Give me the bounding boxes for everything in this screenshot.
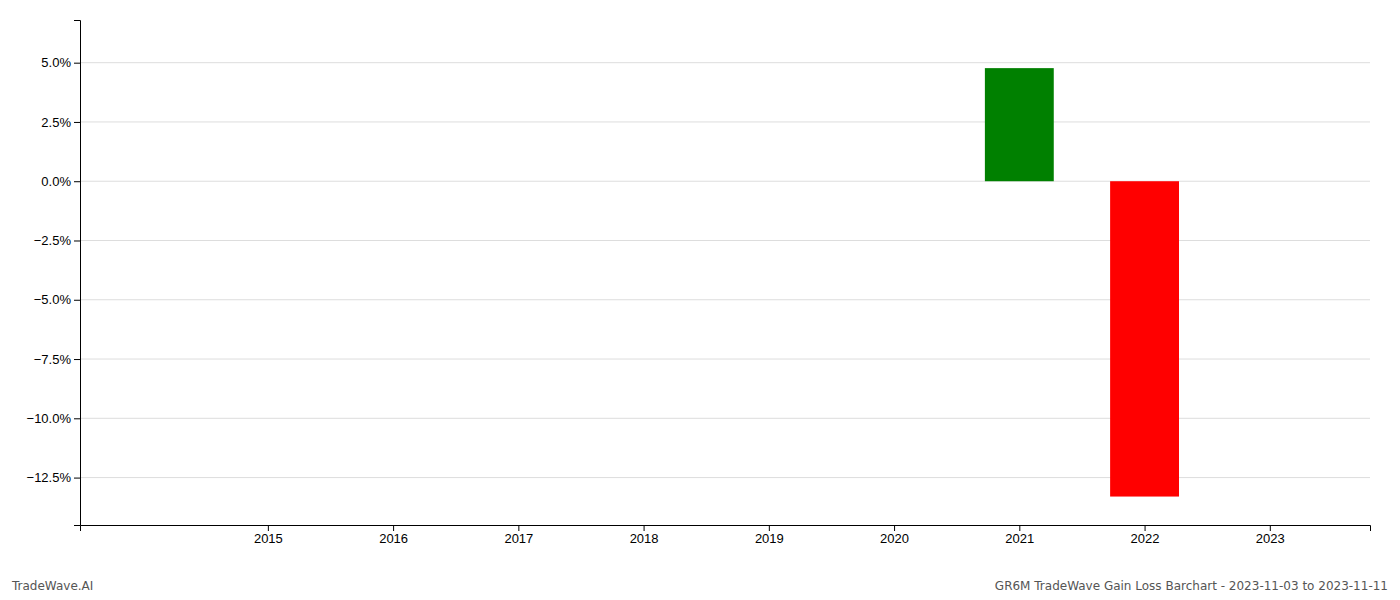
x-tick: 2021 (1005, 525, 1034, 546)
x-tick-mark (518, 525, 519, 531)
x-tick-label: 2018 (630, 531, 659, 546)
y-tick: −12.5% (27, 470, 80, 485)
y-axis: 5.0% 2.5% 0.0% −2.5% −5.0% −7.5% −10.0% −12.5% (27, 21, 81, 526)
x-tick-label: 2022 (1131, 531, 1160, 546)
x-tick: 2017 (504, 525, 533, 546)
y-tick: 2.5% (41, 115, 80, 130)
y-tick-mark (74, 122, 80, 123)
plot: 5.0% 2.5% 0.0% −2.5% −5.0% −7.5% −10.0% −12.5% 2… (27, 21, 1371, 547)
y-tick-label: −12.5% (27, 470, 72, 485)
y-tick-label: −7.5% (34, 352, 72, 367)
x-axis: 2015 2016 2017 2018 2019 2020 2021 2022 2023 (81, 525, 1371, 546)
x-tick-mark (393, 525, 394, 531)
y-tick-label: 2.5% (41, 115, 71, 130)
x-tick-label: 2015 (254, 531, 283, 546)
x-tick-label: 2023 (1256, 531, 1285, 546)
x-tick-label: 2019 (755, 531, 784, 546)
y-tick: −5.0% (34, 292, 80, 307)
x-tick-mark (1270, 525, 1271, 531)
y-tick: 0.0% (41, 174, 80, 189)
y-tick-label: −2.5% (34, 233, 72, 248)
y-tick-mark (74, 418, 80, 419)
y-tick-mark (74, 359, 80, 360)
x-tick-mark (1019, 525, 1020, 531)
x-tick-mark (1145, 525, 1146, 531)
x-tick: 2016 (379, 525, 408, 546)
x-tick-label: 2020 (880, 531, 909, 546)
x-tick: 2023 (1256, 525, 1285, 546)
y-tick: −10.0% (27, 411, 80, 426)
x-tick-mark (769, 525, 770, 531)
x-tick-mark (644, 525, 645, 531)
x-tick-label: 2017 (504, 531, 533, 546)
x-tick-label: 2016 (379, 531, 408, 546)
y-tick: −7.5% (34, 352, 80, 367)
x-tick-label: 2021 (1005, 531, 1034, 546)
chart: 5.0% 2.5% 0.0% −2.5% −5.0% −7.5% −10.0% −12.5% 2… (0, 0, 1400, 600)
x-tick-mark (268, 525, 269, 531)
y-tick-label: −10.0% (27, 411, 72, 426)
y-axis-line (74, 21, 81, 526)
x-tick: 2022 (1131, 525, 1160, 546)
y-tick: −2.5% (34, 233, 80, 248)
y-tick-mark (74, 63, 80, 64)
y-tick-label: 0.0% (41, 174, 71, 189)
y-tick-mark (74, 478, 80, 479)
x-tick: 2018 (630, 525, 659, 546)
footer-text: GR6M TradeWave Gain Loss Barchart - 2023… (995, 579, 1388, 593)
x-tick-mark (894, 525, 895, 531)
y-tick-mark (74, 240, 80, 241)
grid-line (80, 121, 1370, 122)
y-tick-mark (74, 300, 80, 301)
x-tick: 2019 (755, 525, 784, 546)
footer-text: TradeWave.AI (11, 579, 93, 593)
x-axis-line (81, 526, 1371, 532)
y-tick: 5.0% (41, 55, 80, 70)
bar (985, 68, 1054, 181)
grid-line (80, 62, 1370, 63)
y-tick-label: −5.0% (34, 292, 72, 307)
x-tick: 2015 (254, 525, 283, 546)
bars (985, 68, 1179, 496)
bar (1110, 181, 1179, 496)
x-tick: 2020 (880, 525, 909, 546)
y-tick-label: 5.0% (41, 55, 71, 70)
y-tick-mark (74, 181, 80, 182)
